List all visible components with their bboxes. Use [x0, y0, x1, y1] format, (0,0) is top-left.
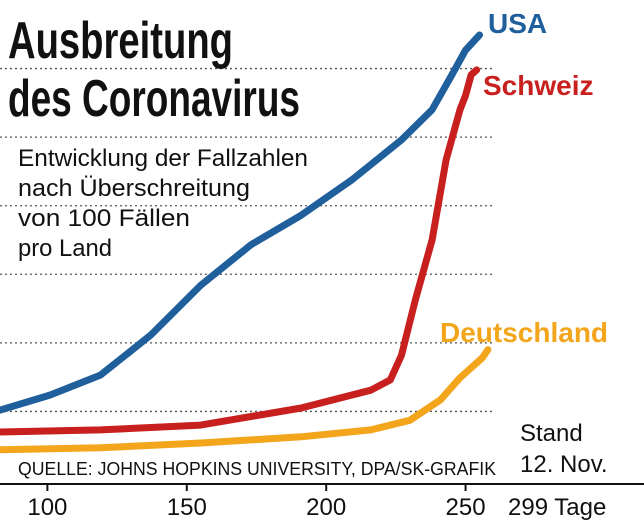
series-label: Deutschland — [440, 317, 608, 348]
x-tick-label: 100 — [27, 494, 67, 521]
series-line — [0, 66, 481, 436]
subtitle-line: von 100 Fällen — [18, 205, 190, 232]
series-label: Schweiz — [483, 70, 593, 101]
x-tick-label: 150 — [167, 494, 207, 521]
series-line — [0, 346, 492, 454]
title-line: des Coronavirus — [8, 70, 300, 128]
series-label: USA — [488, 8, 547, 39]
subtitle-line: Entwicklung der Fallzahlen — [18, 145, 308, 172]
title-line: Ausbreitung — [8, 12, 233, 70]
stand: Stand — [520, 420, 583, 447]
lines — [0, 31, 492, 454]
source: QUELLE: JOHNS HOPKINS UNIVERSITY, DPA/SK… — [18, 459, 496, 479]
x-end-label: 299 Tage — [508, 494, 606, 521]
subtitle-line: nach Überschreitung — [18, 175, 250, 202]
series-line — [0, 31, 483, 414]
x-tick-label: 250 — [446, 494, 486, 521]
x-tick-label: 200 — [306, 494, 346, 521]
stand: 12. Nov. — [520, 451, 608, 478]
subtitle-line: pro Land — [18, 235, 112, 262]
